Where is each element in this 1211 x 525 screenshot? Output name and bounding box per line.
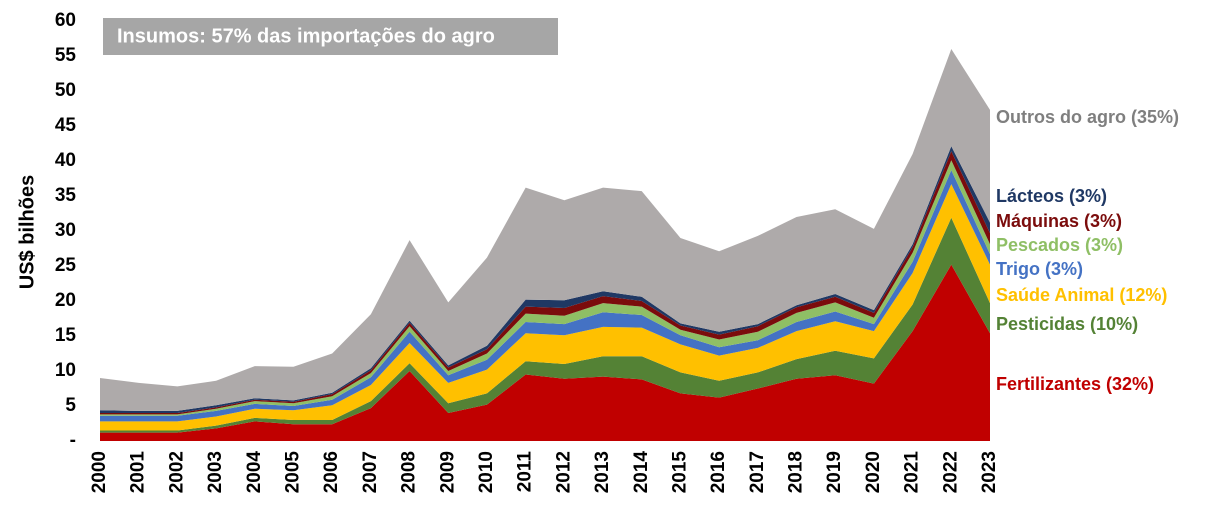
x-tick-label: 2019 (824, 451, 845, 493)
x-tick-label: 2009 (437, 451, 458, 493)
area (100, 217, 990, 433)
y-tick-label: 55 (55, 45, 77, 66)
area (100, 264, 990, 441)
x-tick-label: 2022 (940, 451, 961, 493)
y-tick-label: 50 (55, 80, 76, 101)
y-tick-label: 45 (55, 115, 77, 136)
x-tick-label: 2018 (786, 451, 807, 493)
area (100, 49, 990, 411)
legend-label: Pesticidas (10%) (996, 314, 1138, 334)
y-tick-label: 60 (55, 10, 76, 31)
x-tick-label: 2004 (244, 451, 265, 494)
x-tick-label: 2012 (553, 451, 574, 493)
x-tick-label: 2011 (515, 451, 536, 493)
x-tick-label: 2001 (128, 451, 149, 494)
x-tick-label: 2020 (863, 451, 884, 493)
annotation: Insumos: 57% das importações do agro (117, 25, 495, 47)
legend-label: Outros do agro (35%) (996, 107, 1179, 127)
x-tick-label: 2023 (979, 451, 1000, 493)
legend-label: Saúde Animal (12%) (996, 285, 1167, 305)
y-tick-label: 30 (55, 220, 76, 241)
x-tick-label: 2008 (399, 451, 420, 493)
x-tick-label: 2010 (476, 451, 497, 493)
x-tick-label: 2013 (592, 451, 613, 493)
legend-label: Fertilizantes (32%) (996, 374, 1154, 394)
y-axis-label: US$ bilhões (16, 175, 38, 289)
y-tick-label: 40 (55, 150, 76, 171)
x-tick-label: 2003 (205, 451, 226, 493)
y-tick-label: - (70, 430, 76, 451)
y-tick-label: 35 (55, 185, 77, 206)
x-tick-label: 2016 (708, 451, 729, 493)
y-tick-label: 20 (55, 290, 76, 311)
legend-label: Trigo (3%) (996, 259, 1083, 279)
legend-label: Pescados (3%) (996, 235, 1123, 255)
y-tick-label: 10 (55, 360, 76, 381)
x-tick-label: 2002 (166, 451, 187, 493)
x-tick-label: 2014 (631, 451, 652, 494)
y-tick-label: 15 (55, 325, 77, 346)
y-tick-label: 5 (65, 395, 76, 416)
annotation-box (103, 18, 558, 55)
x-tick-label: 2021 (902, 451, 923, 494)
x-tick-label: 2007 (360, 451, 381, 493)
area (100, 184, 990, 431)
areas (100, 49, 990, 441)
legend-label: Máquinas (3%) (996, 211, 1122, 231)
x-tick-label: 2000 (89, 451, 110, 493)
legend-label: Lácteos (3%) (996, 186, 1107, 206)
x-tick-label: 2017 (747, 451, 768, 493)
x-tick-label: 2006 (321, 451, 342, 493)
y-tick-label: 25 (55, 255, 77, 276)
x-tick-label: 2015 (669, 451, 690, 494)
x-tick-label: 2005 (282, 451, 303, 494)
